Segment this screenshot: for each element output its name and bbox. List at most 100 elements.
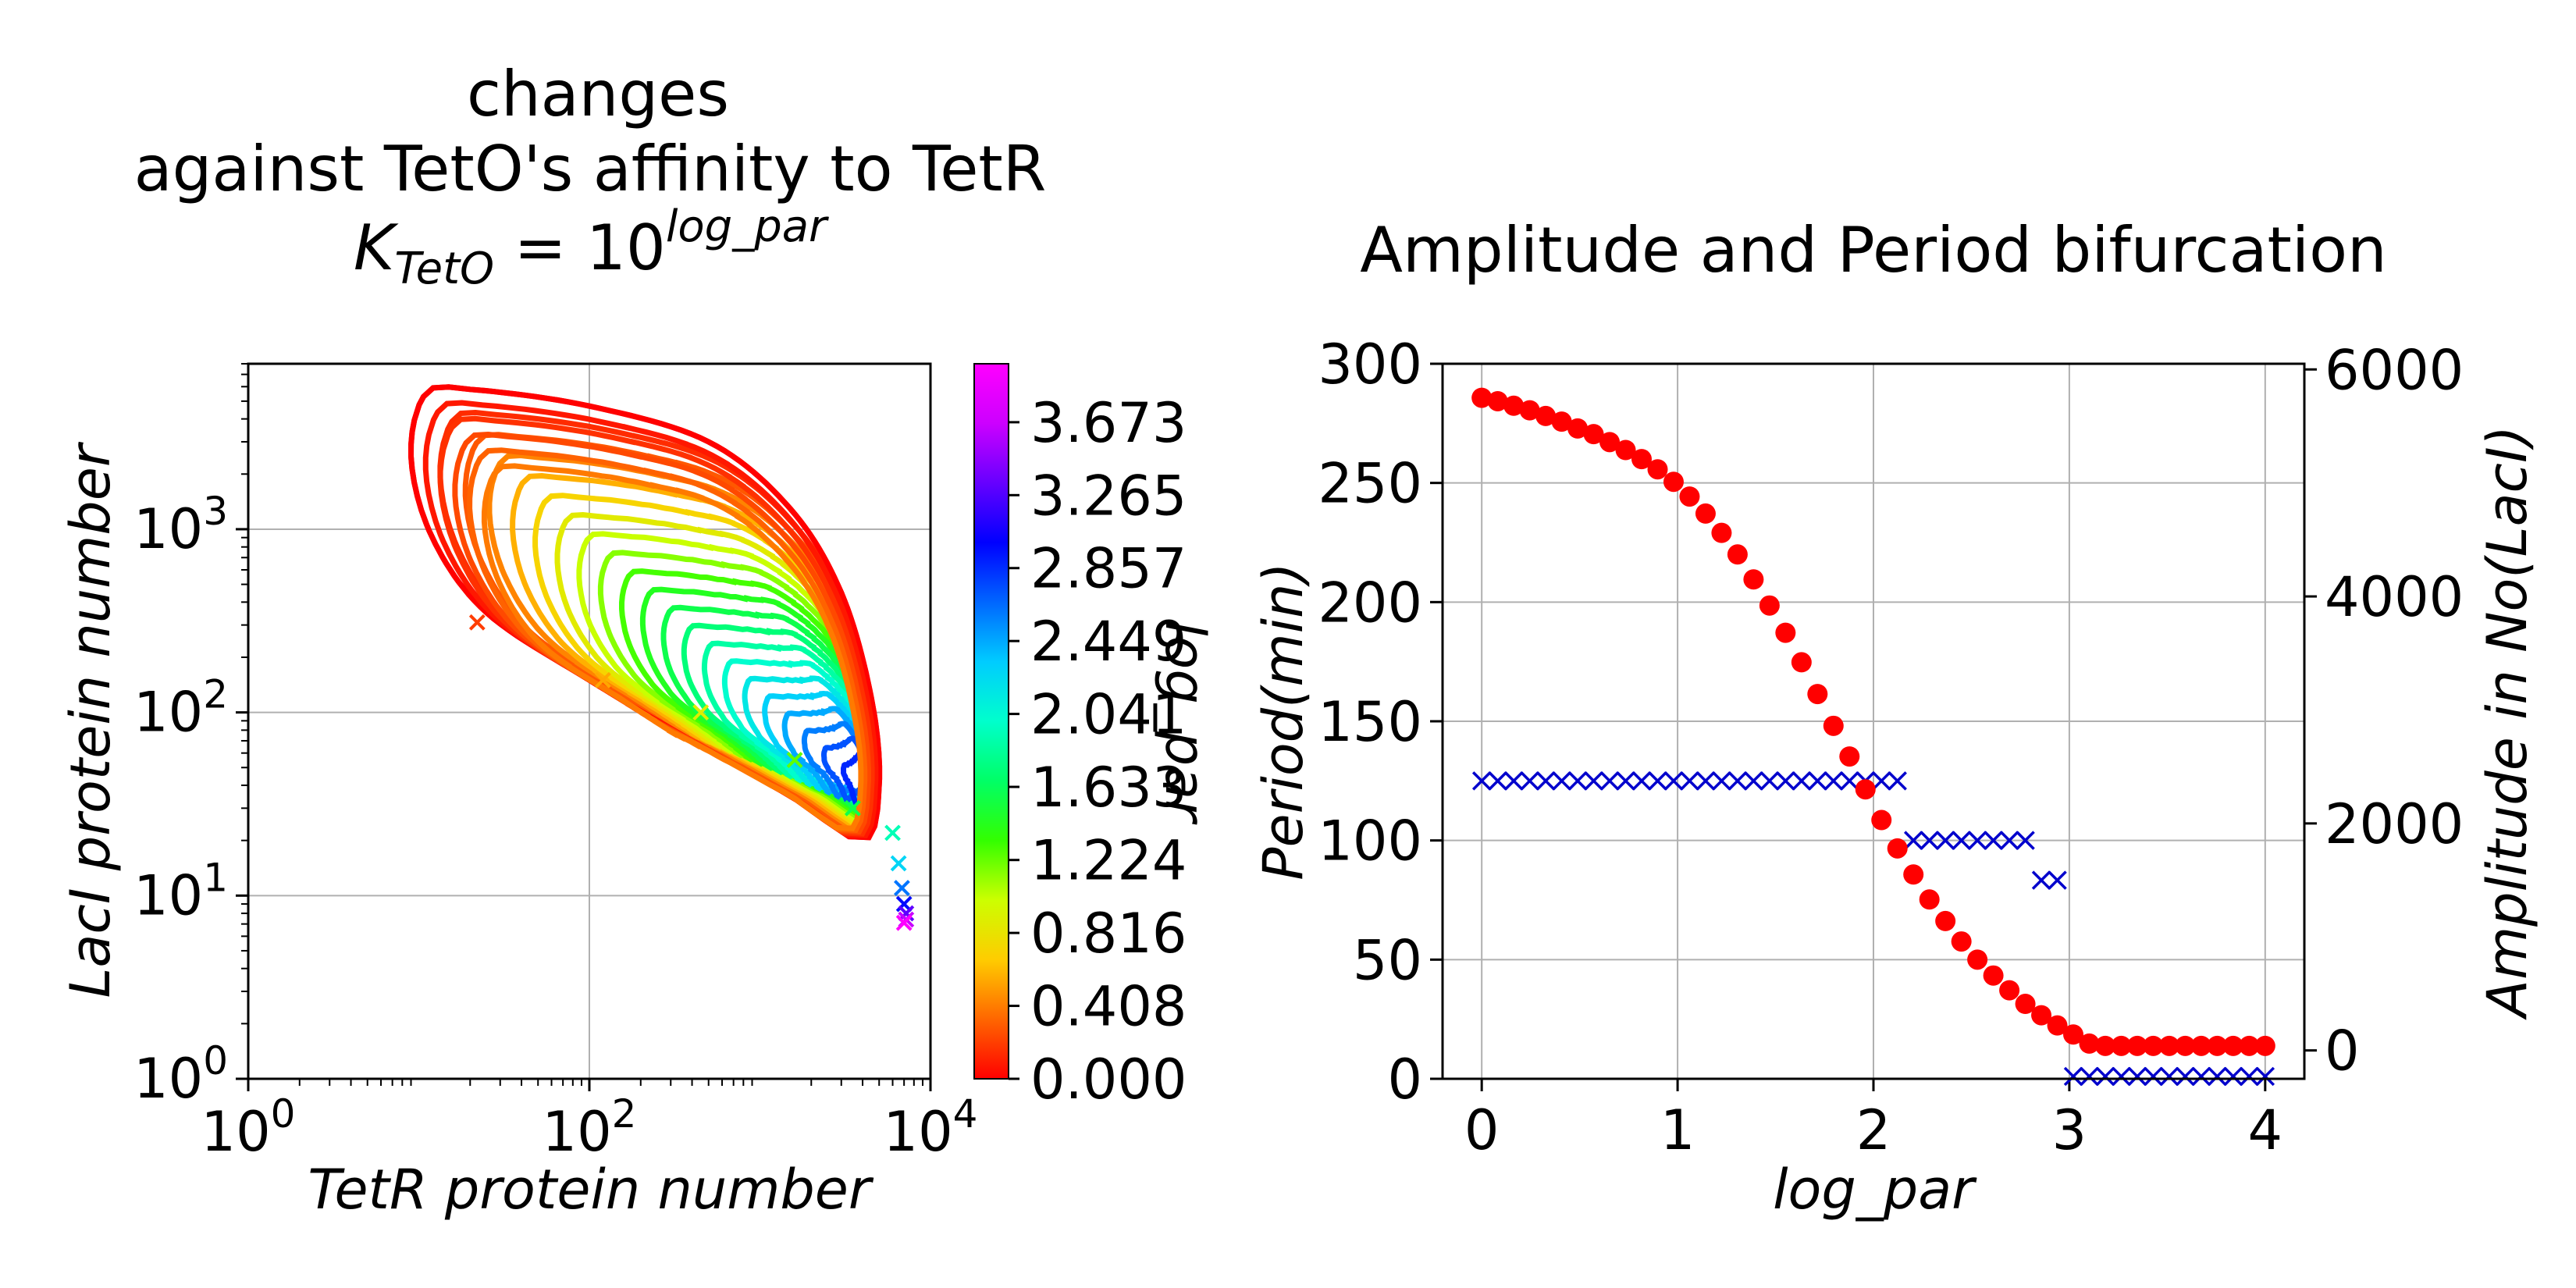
left-gridlines <box>247 364 931 1080</box>
right-x-tick-label: 4 <box>2248 1098 2283 1162</box>
period-point <box>2031 870 2051 890</box>
period-point-stroke <box>2063 1066 2083 1087</box>
orbit-marker-stroke <box>898 905 915 922</box>
phase-portrait-panel: changes against TetO's affinity to TetR … <box>59 58 1217 1222</box>
amplitude-point <box>1631 449 1652 470</box>
period-point-stroke <box>1888 771 1907 791</box>
amplitude-point <box>2254 1035 2275 1056</box>
orbit-marker-stroke <box>844 799 861 817</box>
amplitude-point <box>2031 1005 2052 1026</box>
amplitude-point <box>2143 1035 2164 1056</box>
amplitude-point <box>1519 400 1540 421</box>
period-point <box>1680 771 1699 791</box>
amplitude-point <box>1695 503 1716 524</box>
period-point-stroke <box>2223 1066 2243 1087</box>
left-x-tick-label: 104 <box>884 1091 978 1164</box>
amplitude-point <box>2175 1035 2196 1056</box>
left-y-axis-label: LacI protein number <box>59 441 123 998</box>
amplitude-point <box>2222 1035 2243 1056</box>
right-y-tick-label: 0 <box>1387 1048 1422 1112</box>
orbit-marker-stroke <box>786 752 803 768</box>
left-title-formula: KTetO = 10log_par <box>354 201 829 294</box>
period-point <box>1791 771 1812 791</box>
period-point <box>2127 1066 2147 1087</box>
amplitude-point <box>1503 395 1525 416</box>
amplitude-point <box>1567 418 1589 439</box>
right-y2-tick-label: 0 <box>2325 1019 2360 1083</box>
period-point-stroke <box>1984 831 2003 850</box>
right-x-tick-label: 2 <box>1856 1098 1891 1162</box>
right-x-axis-label: log_par <box>1773 1158 1977 1222</box>
period-point <box>1567 771 1588 791</box>
period-point-stroke <box>2144 1066 2163 1087</box>
left-x-tick-label: 100 <box>201 1091 296 1164</box>
period-point-stroke <box>1520 771 1539 791</box>
period-point <box>1648 771 1667 791</box>
left-y-tick-label: 103 <box>133 489 228 561</box>
period-point <box>2144 1066 2163 1087</box>
colorbar-tick-label: 0.816 <box>1030 902 1187 966</box>
orbit-marker <box>692 704 710 721</box>
left-title-line-1: changes <box>467 58 729 130</box>
orbit-marker-stroke <box>468 614 486 631</box>
period-point-stroke <box>1744 771 1763 791</box>
right-gridlines <box>1443 363 2304 1080</box>
period-point-stroke <box>1952 831 1971 850</box>
period-point-stroke <box>1727 771 1748 791</box>
right-y-tick-label: 100 <box>1318 809 1422 873</box>
period-point <box>1599 771 1620 791</box>
period-point-stroke <box>2080 1066 2099 1087</box>
period-point-stroke <box>1712 771 1731 791</box>
period-point <box>2176 1066 2195 1087</box>
period-point <box>2208 1066 2227 1087</box>
period-point <box>1984 831 2003 850</box>
amplitude-point <box>2190 1035 2211 1056</box>
period-point <box>1776 771 1795 791</box>
left-markers <box>468 614 915 931</box>
amplitude-point <box>1551 411 1572 432</box>
period-point-stroke <box>1616 771 1635 791</box>
amplitude-point <box>1583 424 1604 445</box>
period-point-stroke <box>1840 771 1859 791</box>
colorbar-tick-label: 3.265 <box>1030 464 1187 528</box>
colorbar-tick-label: 1.224 <box>1030 829 1187 893</box>
period-point-stroke <box>1631 771 1652 791</box>
period-point <box>1888 771 1907 791</box>
orbit-marker-stroke <box>692 704 710 721</box>
period-point <box>2080 1066 2099 1087</box>
amplitude-point <box>1967 949 1988 970</box>
period-point-stroke <box>2176 1066 2195 1087</box>
period-point <box>1744 771 1763 791</box>
period-point <box>1952 831 1971 850</box>
orbit-marker <box>468 614 486 631</box>
period-point <box>1999 831 2019 850</box>
bifurcation-panel: Amplitude and Period bifurcation 0 1 2 3 405… <box>1251 214 2539 1222</box>
orbit-marker-stroke <box>884 824 901 841</box>
left-ticks: 100 102 104 100 101 102 103 <box>133 363 978 1164</box>
amplitude-point <box>1951 931 1972 952</box>
period-point <box>1503 771 1524 791</box>
right-x-tick-label: 3 <box>2052 1098 2087 1162</box>
period-point-stroke <box>1920 831 1939 850</box>
period-point-stroke <box>1680 771 1699 791</box>
period-point-stroke <box>1823 771 1844 791</box>
colorbar-tick-label: 2.041 <box>1030 683 1187 747</box>
orbit-marker-stroke <box>893 880 910 897</box>
orbit-marker-stroke <box>890 855 907 872</box>
period-point <box>2016 831 2035 850</box>
left-x-tick-label: 102 <box>543 1091 637 1164</box>
colorbar <box>973 363 1009 1080</box>
amplitude-point <box>2207 1035 2228 1056</box>
amplitude-point <box>1743 569 1764 590</box>
amplitude-point <box>1935 910 1956 931</box>
period-point-stroke <box>1488 771 1507 791</box>
amplitude-point <box>1999 980 2020 1001</box>
period-point-stroke <box>2112 1066 2131 1087</box>
period-point-stroke <box>2031 870 2051 890</box>
period-point <box>1471 771 1492 791</box>
period-point <box>1488 771 1507 791</box>
right-y-tick-label: 300 <box>1318 333 1422 397</box>
amplitude-point <box>1887 838 1908 859</box>
left-x-axis-label: TetR protein number <box>308 1158 874 1222</box>
amplitude-point <box>1919 889 1940 910</box>
